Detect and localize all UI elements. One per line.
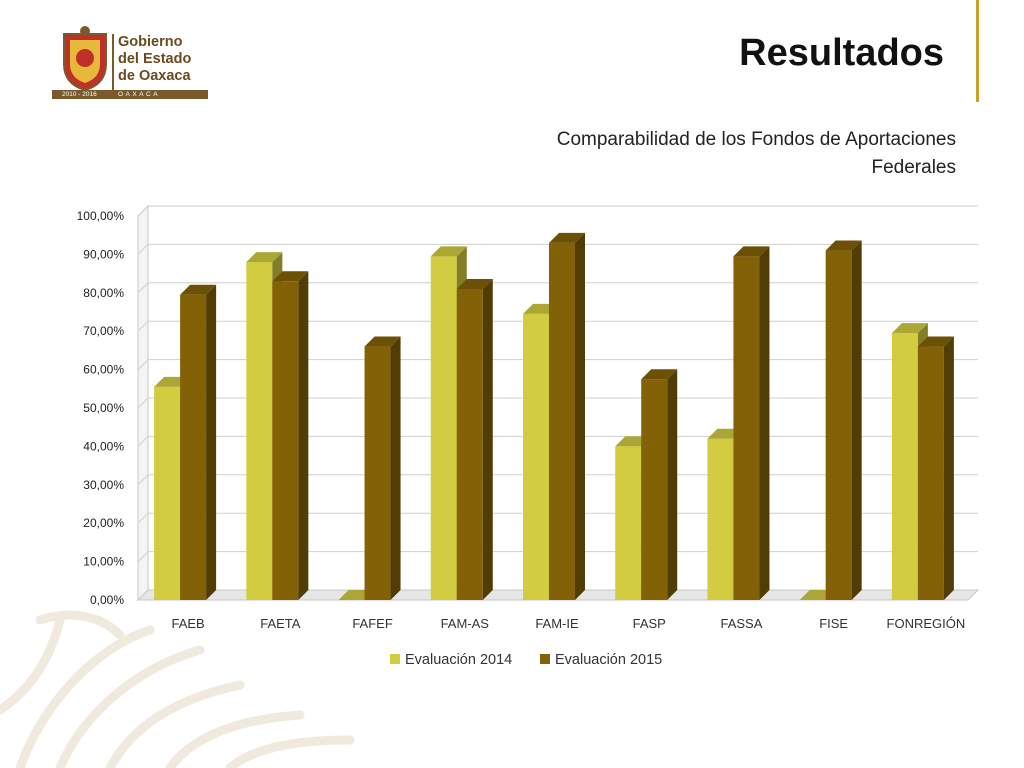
gridline — [137, 320, 978, 332]
y-tick-label: 70,00% — [83, 324, 124, 338]
logo-bar: 2010 - 2016 OAXACA — [52, 90, 208, 99]
y-tick-label: 30,00% — [83, 478, 124, 492]
page-title: Resultados — [739, 32, 944, 74]
bar-front — [917, 346, 944, 600]
x-category-label: FAETA — [260, 616, 301, 631]
gridline — [137, 435, 978, 447]
logo-state: OAXACA — [118, 91, 161, 98]
x-category-label: FAEB — [171, 616, 204, 631]
title-accent-rule — [976, 0, 979, 102]
bar-top — [364, 336, 401, 347]
y-tick-label: 20,00% — [83, 516, 124, 530]
logo-wordmark: Gobierno del Estado de Oaxaca — [118, 34, 191, 85]
bar-fonregión-2015 — [917, 336, 954, 600]
x-category-label: FAFEF — [352, 616, 393, 631]
legend-entry: Evaluación 2015 — [555, 652, 662, 668]
y-tick-label: 10,00% — [83, 555, 124, 569]
bar-side — [759, 246, 770, 600]
bar-front — [891, 333, 918, 600]
bar-top — [456, 278, 493, 289]
x-category-label: FASSA — [720, 616, 762, 631]
eagle-watermark-icon — [0, 610, 355, 768]
bar-side — [482, 278, 493, 600]
bar-front — [364, 346, 391, 600]
legend-swatch — [540, 654, 550, 664]
bar-front — [707, 438, 734, 600]
bar-top — [246, 252, 283, 263]
bar-front — [523, 313, 549, 600]
gridline — [137, 359, 978, 370]
bar-front — [154, 386, 181, 600]
bar-side — [575, 232, 585, 600]
bar-fam-as-2015 — [456, 278, 493, 600]
bar-side — [390, 336, 401, 600]
bar-side — [943, 336, 954, 600]
subtitle-line: Federales — [871, 157, 957, 178]
bar-front — [733, 256, 760, 600]
bar-faeb-2015 — [180, 284, 217, 600]
bar-chart: 0,00% 10,00% 20,00% 30,00% 40,00% 50,00% 60,00… — [77, 204, 980, 668]
bar-fassa-2015 — [733, 246, 770, 600]
bar-side — [667, 369, 678, 600]
bar-top — [272, 271, 309, 282]
chart-subtitle: Comparabilidad de los Fondos de Aportaci… — [496, 126, 956, 182]
state-shield-logo-icon — [63, 26, 114, 92]
x-category-label: FONREGIÓN — [887, 616, 966, 631]
bar-faeta-2015 — [272, 271, 309, 600]
gridline — [137, 474, 978, 486]
bar-fise-2015 — [825, 240, 862, 600]
bar-top — [825, 240, 862, 251]
bar-top — [917, 336, 954, 347]
y-tick-label: 60,00% — [83, 363, 124, 377]
bar-top — [733, 246, 770, 257]
gridline — [137, 205, 978, 217]
bar-front — [456, 288, 483, 600]
logo-line: del Estado — [118, 51, 192, 67]
bar-top — [430, 246, 467, 257]
bar-fam-ie-2015 — [549, 232, 585, 600]
bar-top — [641, 369, 678, 380]
bar-front — [549, 242, 575, 600]
y-tick-label: 0,00% — [90, 593, 124, 607]
bar-fasp-2015 — [641, 369, 678, 600]
x-category-label: FAM-IE — [535, 616, 579, 631]
y-tick-label: 80,00% — [83, 286, 124, 300]
y-tick-label: 40,00% — [83, 439, 124, 453]
logo-line: de Oaxaca — [118, 68, 191, 84]
bar-front — [180, 294, 207, 600]
gridline — [137, 512, 978, 524]
legend-entry: Evaluación 2014 — [405, 652, 512, 668]
bar-side — [851, 240, 862, 600]
bar-side — [298, 271, 309, 600]
bar-front — [825, 250, 852, 600]
bar-front — [430, 256, 457, 600]
bar-front — [246, 262, 273, 600]
bar-front — [641, 379, 668, 600]
bar-front — [615, 446, 642, 600]
gridline — [137, 282, 978, 294]
y-tick-label: 100,00% — [77, 209, 125, 223]
y-tick-label: 50,00% — [83, 401, 124, 415]
bar-fafef-2015 — [364, 336, 401, 600]
bar-front — [272, 281, 299, 600]
bar-side — [206, 284, 217, 600]
bar-top — [891, 323, 928, 334]
legend-swatch — [390, 654, 400, 664]
gridline — [137, 551, 978, 562]
logo-years: 2010 - 2016 — [62, 91, 97, 98]
gridline — [137, 397, 978, 409]
subtitle-line: Comparabilidad de los Fondos de Aportaci… — [556, 129, 956, 150]
x-category-label: FAM-AS — [441, 616, 490, 631]
logo-line: Gobierno — [118, 34, 183, 50]
gridline — [137, 243, 978, 255]
x-category-label: FISE — [819, 616, 848, 631]
bar-top — [549, 232, 585, 243]
y-tick-label: 90,00% — [83, 247, 124, 261]
x-category-label: FASP — [633, 616, 666, 631]
bar-top — [180, 284, 217, 295]
